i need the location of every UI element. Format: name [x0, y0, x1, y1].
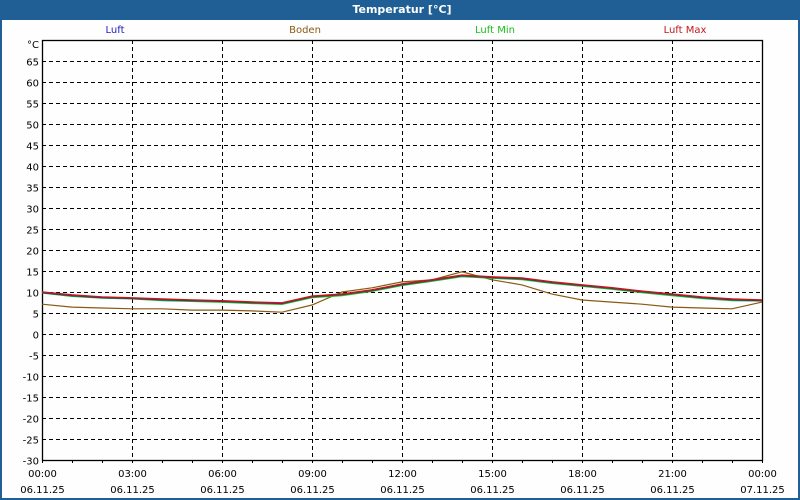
legend-item-luft: Luft	[105, 25, 125, 36]
y-tick-label: -25	[23, 436, 39, 447]
x-tick-date: 07.11.25	[740, 485, 785, 496]
y-axis-unit: °C	[27, 40, 39, 51]
x-tick-time: 21:00	[658, 469, 687, 480]
series-line-luft-max	[41, 274, 763, 304]
y-tick-label: 50	[26, 121, 39, 132]
x-tick-date: 06.11.25	[200, 485, 245, 496]
x-tick-date: 06.11.25	[20, 485, 65, 496]
y-tick-label: 40	[26, 163, 39, 174]
y-tick-label: 25	[26, 226, 39, 237]
y-tick-label: 35	[26, 184, 39, 195]
y-tick-label: 65	[26, 58, 39, 69]
x-tick-time: 09:00	[298, 469, 327, 480]
y-tick-label: -30	[23, 457, 39, 468]
y-tick-label: 15	[26, 268, 39, 279]
y-tick-label: 5	[33, 310, 39, 321]
y-tick-label: 0	[33, 331, 39, 342]
y-tick-label: 10	[26, 289, 39, 300]
y-tick-label: -10	[23, 373, 39, 384]
y-tick-label: -5	[29, 352, 39, 363]
x-tick-date: 06.11.25	[650, 485, 695, 496]
window-title: Temperatur [°C]	[2, 0, 800, 20]
x-tick-time: 18:00	[568, 469, 597, 480]
legend: Luft Boden Luft Min Luft Max	[2, 25, 800, 39]
x-tick-time: 00:00	[28, 469, 57, 480]
legend-item-luft-max: Luft Max	[663, 25, 707, 36]
x-tick-date: 06.11.25	[560, 485, 605, 496]
x-tick-time: 00:00	[748, 469, 777, 480]
y-tick-label: 60	[26, 79, 39, 90]
legend-item-boden: Boden	[289, 25, 321, 36]
x-tick-date: 06.11.25	[470, 485, 515, 496]
y-tick-label: 45	[26, 142, 39, 153]
legend-item-luft-min: Luft Min	[475, 25, 515, 36]
x-tick-time: 15:00	[478, 469, 507, 480]
plot-border	[41, 39, 764, 462]
x-tick-time: 06:00	[208, 469, 237, 480]
x-tick-date: 06.11.25	[380, 485, 425, 496]
y-tick-label: 55	[26, 100, 39, 111]
x-tick-date: 06.11.25	[290, 485, 335, 496]
y-tick-label: -15	[23, 394, 39, 405]
series-line-boden	[41, 271, 763, 313]
x-tick-time: 12:00	[388, 469, 417, 480]
y-tick-label: 30	[26, 205, 39, 216]
y-tick-label: -20	[23, 415, 39, 426]
x-tick-date: 06.11.25	[110, 485, 155, 496]
x-tick-time: 03:00	[118, 469, 147, 480]
y-tick-label: 20	[26, 247, 39, 258]
